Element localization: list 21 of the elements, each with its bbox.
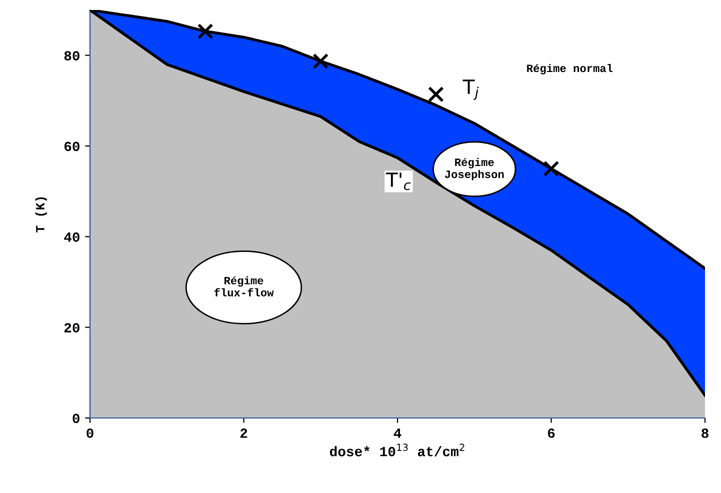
y-tick-label: 40 <box>64 232 80 242</box>
annotation: T'$_{c}$ <box>386 172 411 190</box>
annotation: T$_{j}$ <box>462 80 479 100</box>
annotation: Régime flux-flow <box>214 276 274 296</box>
point <box>543 160 560 177</box>
y-tick-label: 0 <box>72 414 80 424</box>
point <box>197 23 214 40</box>
x-tick-label: 0 <box>86 428 94 438</box>
x-tick-label: 4 <box>394 428 402 438</box>
x-tick-label: 8 <box>702 428 708 438</box>
y-tick-label: 80 <box>64 51 80 61</box>
x-tick-label: 2 <box>240 428 248 438</box>
point <box>428 86 444 102</box>
y-tick-label: 20 <box>64 323 80 333</box>
x-axis-title: dose* 10$^{13}$ at/cm$^{2}$ <box>330 444 464 456</box>
point <box>312 53 329 70</box>
annotation: Régime normal <box>527 64 613 74</box>
y-tick-label: 60 <box>64 142 80 152</box>
annotation: Régime Josephson <box>444 158 504 180</box>
y-axis-title: T (K) <box>35 197 47 232</box>
x-tick-label: 6 <box>548 428 555 438</box>
